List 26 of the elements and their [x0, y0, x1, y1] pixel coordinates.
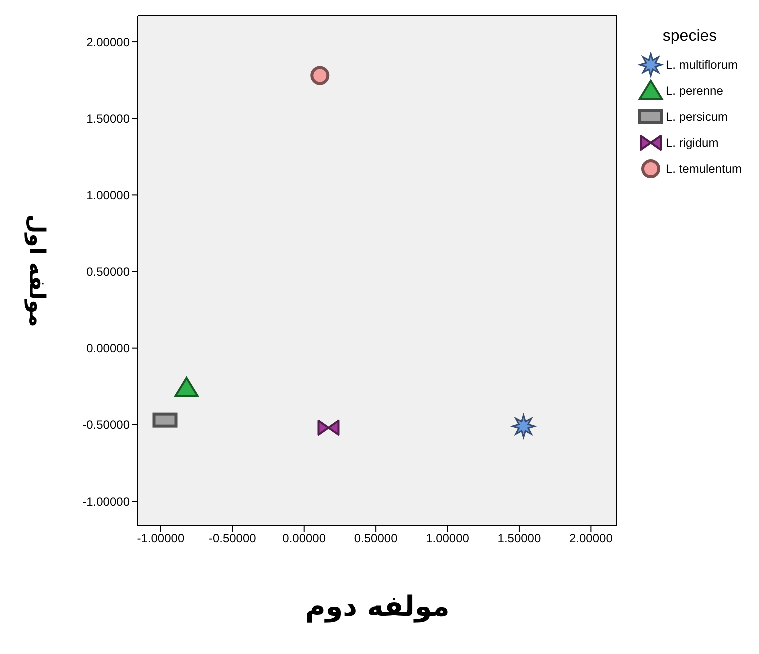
x-tick-label: 1.50000 — [498, 532, 542, 546]
x-tick-label: 1.00000 — [426, 532, 470, 546]
legend-title: species — [662, 28, 718, 46]
point — [310, 66, 330, 86]
x-tick-label: -0.50000 — [208, 532, 257, 546]
point — [512, 414, 536, 438]
y-tick-label: 1.00000 — [86, 188, 130, 202]
x-tick-label: 2.00000 — [569, 532, 614, 546]
legend-label: L. rigidum — [666, 136, 719, 150]
y-tick-label: -1.00000 — [82, 494, 130, 509]
point — [318, 420, 340, 436]
point — [174, 377, 199, 398]
legend-label: L. perenne — [666, 84, 724, 98]
x-axis-title: مولفه دوم — [305, 590, 450, 623]
y-tick-label: 0.50000 — [86, 265, 130, 280]
x-tick-label: 0.00000 — [282, 532, 326, 546]
x-tick-label: -1.00000 — [137, 532, 185, 546]
x-tick-label: 0.50000 — [354, 532, 398, 546]
legend-label: L. persicum — [666, 110, 728, 124]
y-tick-label: 1.50000 — [86, 112, 130, 126]
legend-label: L. multiflorum — [666, 58, 738, 72]
y-tick-label: 0.00000 — [86, 342, 130, 356]
y-tick-label: -0.50000 — [82, 418, 130, 432]
legend-label: L. temulentum — [666, 162, 742, 176]
y-axis-title: مولفه اول — [24, 214, 50, 328]
y-tick-label: 2.00000 — [86, 35, 130, 50]
